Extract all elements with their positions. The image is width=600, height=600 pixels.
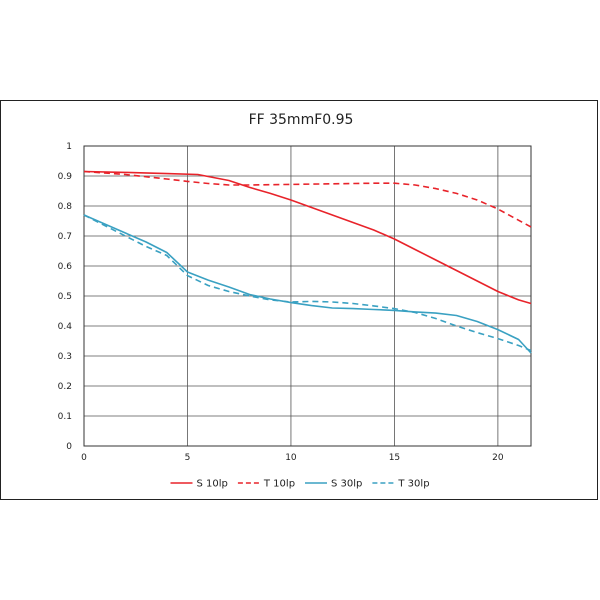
y-tick-label: 0.9 (58, 172, 73, 182)
y-tick-label: 1 (66, 142, 72, 152)
legend-item: T 10lp (237, 479, 295, 490)
legend-label: S 30lp (331, 479, 362, 490)
x-tick-label: 10 (285, 453, 297, 463)
legend-label: S 10lp (197, 479, 228, 490)
chart-frame: FF 35mmF0.95 0 0.1 0.2 0.3 0.4 0.5 0.6 0.7 0.8 0.… (0, 100, 598, 500)
legend-item: T 30lp (372, 479, 430, 490)
series-line-s-30lp (83, 214, 532, 354)
y-tick-label: 0 (66, 442, 72, 452)
series-line-s-10lp (83, 170, 532, 305)
chart-svg: FF 35mmF0.95 0 0.1 0.2 0.3 0.4 0.5 0.6 0.7 0.8 0.… (58, 112, 532, 490)
y-tick-label: 0.7 (58, 232, 72, 242)
series-line-t-30lp (83, 214, 532, 352)
x-tick-label: 15 (389, 453, 400, 463)
plot-border (83, 145, 532, 447)
plot-area: 00.10.20.30.40.50.60.70.80.910 5 10 15 20 (58, 142, 532, 463)
x-tick-label: 0 (81, 453, 87, 463)
y-tick-label: 0.3 (58, 352, 72, 362)
chart-title: FF 35mmF0.95 (249, 112, 354, 128)
y-tick-label: 0.8 (58, 202, 73, 212)
y-tick-label: 0.4 (58, 322, 73, 332)
y-tick-label: 0.1 (58, 412, 72, 422)
series-line-t-10lp (83, 170, 532, 228)
x-tick-label: 20 (492, 453, 504, 463)
x-tick-label: 5 (185, 453, 191, 463)
legend-label: T 30lp (397, 479, 429, 490)
y-tick-label: 0.5 (58, 292, 72, 302)
legend-item: S 30lp (305, 479, 362, 490)
legend: S 10lp T 10lp S 30lp T 30lp (170, 479, 430, 490)
legend-label: T 10lp (263, 479, 295, 490)
y-tick-label: 0.2 (58, 382, 72, 392)
y-tick-label: 0.6 (58, 262, 73, 272)
legend-item: S 10lp (170, 479, 228, 490)
